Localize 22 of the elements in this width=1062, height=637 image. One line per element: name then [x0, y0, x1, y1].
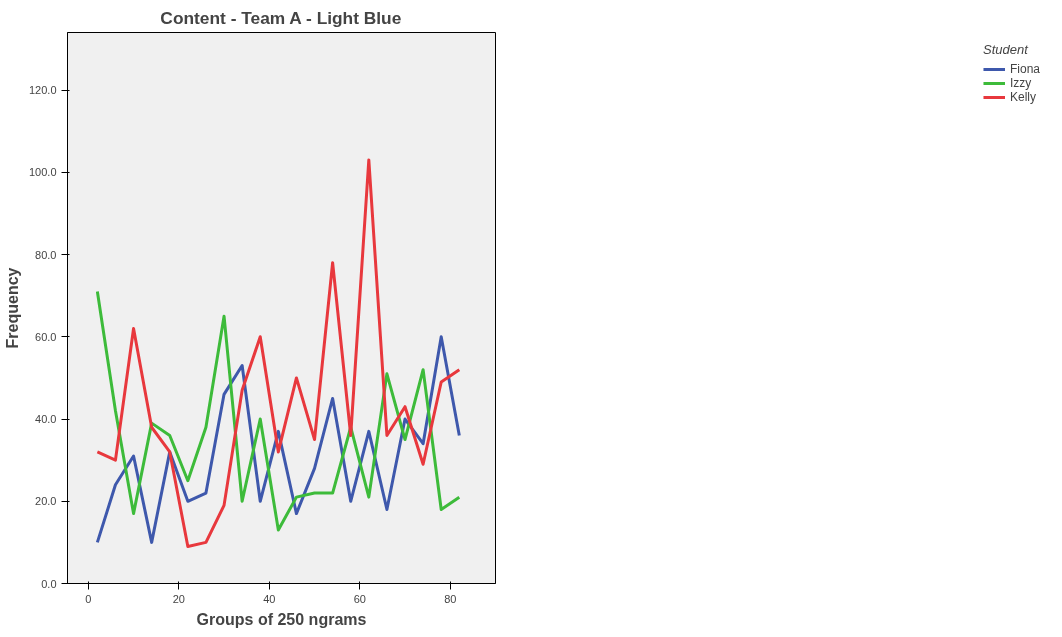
y-tick-label: 0.0: [41, 577, 57, 590]
chart-title: Content - Team A - Light Blue: [160, 7, 402, 28]
y-axis-title: Frequency: [3, 267, 21, 349]
x-tick-label: 60: [353, 592, 366, 605]
legend-title: Student: [982, 42, 1030, 57]
legend-label: Kelly: [1009, 90, 1036, 104]
line-series: [95, 158, 461, 548]
y-tick-label: 80.0: [35, 248, 57, 261]
x-axis-title: Groups of 250 ngrams: [196, 610, 367, 628]
x-tick-label: 0: [85, 592, 92, 605]
y-tick-label: 60.0: [35, 330, 57, 343]
y-tick-label: 40.0: [35, 413, 57, 426]
x-tick-label: 40: [263, 592, 276, 605]
x-tick-label: 20: [172, 592, 185, 605]
line-series: [95, 290, 461, 532]
y-tick-label: 120.0: [28, 84, 57, 97]
y-tick-label: 100.0: [28, 166, 57, 179]
legend-label: Fiona: [1009, 62, 1040, 76]
legend-label: Izzy: [1009, 76, 1032, 90]
x-tick-label: 80: [444, 592, 457, 605]
line-series: [95, 335, 461, 544]
y-tick-label: 20.0: [35, 495, 57, 508]
